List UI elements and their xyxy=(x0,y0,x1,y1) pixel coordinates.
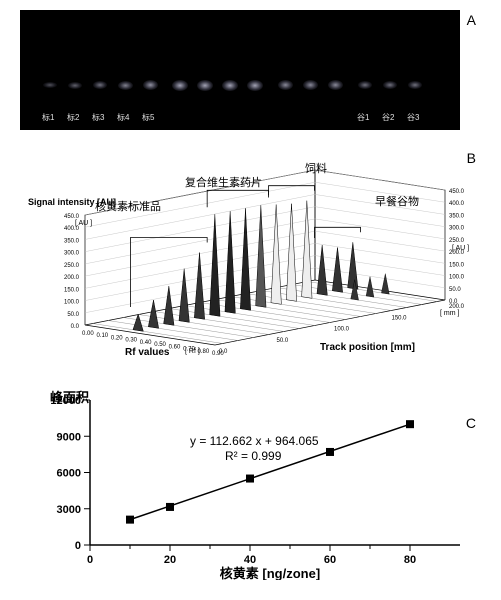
svg-text:50.0: 50.0 xyxy=(67,312,79,318)
gel-band xyxy=(247,80,263,91)
gel-band xyxy=(278,80,293,90)
svg-text:0.0: 0.0 xyxy=(219,349,228,355)
panel-a-gel: 标1 标2 标3 标4 标5 谷1 谷2 谷3 xyxy=(20,10,460,130)
svg-text:0.60: 0.60 xyxy=(169,344,181,350)
svg-text:100.0: 100.0 xyxy=(449,275,465,281)
svg-text:y = 112.662 x + 964.065: y = 112.662 x + 964.065 xyxy=(190,434,319,448)
svg-text:250.0: 250.0 xyxy=(64,263,80,269)
panel-a-label: A xyxy=(467,12,476,28)
gel-band xyxy=(408,81,422,89)
svg-text:200.0: 200.0 xyxy=(64,275,80,281)
svg-text:400.0: 400.0 xyxy=(449,201,465,207)
svg-text:150.0: 150.0 xyxy=(449,262,465,268)
gel-band xyxy=(93,81,107,89)
svg-text:60: 60 xyxy=(324,554,336,566)
svg-text:80: 80 xyxy=(404,554,416,566)
svg-text:Rf values: Rf values xyxy=(125,347,170,358)
svg-text:9000: 9000 xyxy=(57,431,81,443)
gel-lane-label: 谷3 xyxy=(407,112,419,123)
svg-text:R² = 0.999: R² = 0.999 xyxy=(225,449,282,463)
gel-band xyxy=(222,80,238,91)
gel-lane-label: 标2 xyxy=(67,112,79,123)
svg-text:核黄素标准品: 核黄素标准品 xyxy=(95,199,161,213)
gel-band xyxy=(358,81,372,89)
panel-c-label: C xyxy=(466,415,476,431)
svg-text:250.0: 250.0 xyxy=(449,238,465,244)
svg-text:50.0: 50.0 xyxy=(277,338,289,344)
svg-text:[ Rf ]: [ Rf ] xyxy=(185,348,200,355)
svg-text:150.0: 150.0 xyxy=(64,287,80,293)
gel-lane-label: 标1 xyxy=(42,112,54,123)
gel-band xyxy=(143,80,158,90)
gel-lane-label: 标4 xyxy=(117,112,129,123)
svg-text:0: 0 xyxy=(87,554,93,566)
gel-band xyxy=(303,80,318,90)
panel-c-svg: 020406080030006000900012000核黄素 [ng/zone]… xyxy=(40,390,470,580)
gel-band xyxy=(118,81,133,90)
svg-text:复合维生素药片: 复合维生素药片 xyxy=(185,175,262,189)
gel-lane-label: 标3 xyxy=(92,112,104,123)
svg-text:350.0: 350.0 xyxy=(449,213,465,219)
gel-band xyxy=(328,80,343,90)
svg-text:[ AU ]: [ AU ] xyxy=(452,245,469,252)
svg-text:150.0: 150.0 xyxy=(392,315,408,321)
panel-b-3d: 0.0 50.0 100.0 150.0 200.0 250.0 300.0 350.0 400… xyxy=(20,150,480,360)
svg-text:0.10: 0.10 xyxy=(96,333,108,339)
svg-text:0.00: 0.00 xyxy=(82,331,94,337)
gel-lane-label: 谷1 xyxy=(357,112,369,123)
svg-text:350.0: 350.0 xyxy=(64,238,80,244)
panel-b-label: B xyxy=(467,150,476,166)
svg-text:50.0: 50.0 xyxy=(449,287,461,293)
svg-text:100.0: 100.0 xyxy=(64,300,80,306)
svg-text:[ mm ]: [ mm ] xyxy=(440,310,459,317)
gel-lane-label: 标5 xyxy=(142,112,154,123)
svg-text:20: 20 xyxy=(164,554,176,566)
svg-text:饲料: 饲料 xyxy=(305,161,327,175)
panel-c-chart: 020406080030006000900012000核黄素 [ng/zone]… xyxy=(40,390,470,580)
svg-text:0.20: 0.20 xyxy=(111,335,123,341)
svg-text:3000: 3000 xyxy=(57,504,81,516)
svg-text:6000: 6000 xyxy=(57,468,81,480)
gel-band xyxy=(43,82,57,88)
svg-text:40: 40 xyxy=(244,554,256,566)
panel-b-svg: 0.0 50.0 100.0 150.0 200.0 250.0 300.0 350.0 400… xyxy=(20,150,480,360)
gel-band xyxy=(172,80,188,91)
svg-text:100.0: 100.0 xyxy=(334,327,350,333)
svg-text:300.0: 300.0 xyxy=(64,251,80,257)
gel-lane-label: 谷2 xyxy=(382,112,394,123)
svg-text:450.0: 450.0 xyxy=(449,189,465,195)
svg-text:Track position [mm]: Track position [mm] xyxy=(320,342,415,353)
svg-text:0.0: 0.0 xyxy=(71,324,80,330)
svg-text:0.30: 0.30 xyxy=(125,338,137,344)
svg-text:0.40: 0.40 xyxy=(140,340,152,346)
svg-text:400.0: 400.0 xyxy=(64,226,80,232)
svg-text:[ AU ]: [ AU ] xyxy=(75,220,92,227)
svg-text:300.0: 300.0 xyxy=(449,226,465,232)
svg-text:峰面积: 峰面积 xyxy=(50,390,89,405)
svg-text:0: 0 xyxy=(75,540,81,552)
gel-band xyxy=(197,80,213,91)
svg-text:核黄素 [ng/zone]: 核黄素 [ng/zone] xyxy=(220,566,320,580)
svg-text:早餐谷物: 早餐谷物 xyxy=(375,194,419,208)
gel-band xyxy=(383,81,397,89)
gel-band xyxy=(68,82,82,89)
